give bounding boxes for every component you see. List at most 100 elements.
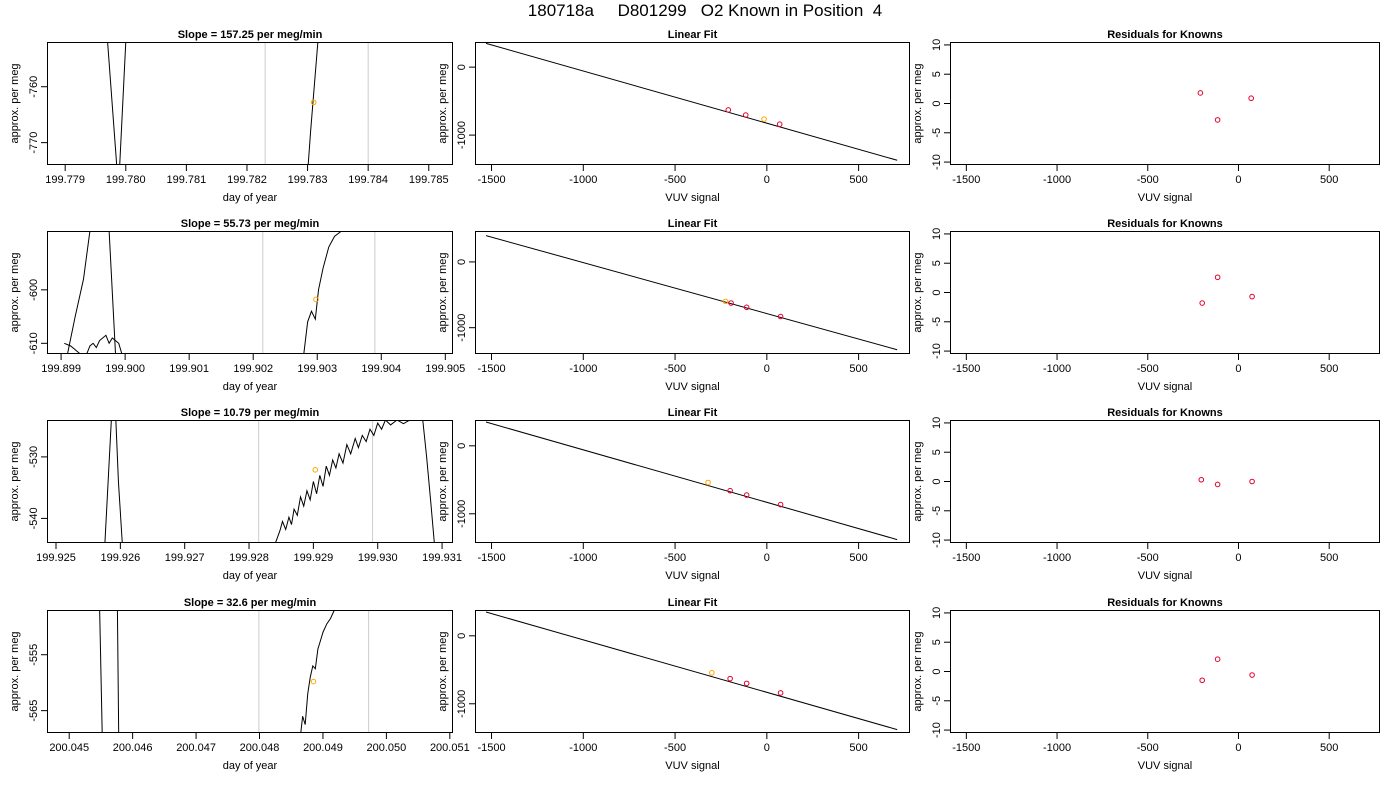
known-point <box>1214 656 1221 663</box>
x-tick-label: 500 <box>1320 363 1338 375</box>
plot-frame <box>950 610 1380 733</box>
figure-title: 180718a D801299 O2 Known in Position 4 <box>527 1 883 20</box>
x-tick-label: 199.931 <box>422 552 462 564</box>
y-axis-label: approx. per meg <box>912 441 924 521</box>
x-tick-label: -1500 <box>952 552 980 564</box>
y-tick-label: -5 <box>931 696 943 706</box>
panel-4-2: Linear Fit -1500 -1000 -500 0 500 0 -1000 VUV si… <box>437 597 910 772</box>
plot-frame <box>950 231 1380 354</box>
plot-frame <box>47 420 453 543</box>
x-tick-label: -1000 <box>1043 363 1071 375</box>
x-axis-label: day of year <box>223 192 278 204</box>
panel-4-3: Residuals for Knowns -1500 -1000 -500 0 500 10… <box>912 597 1380 772</box>
y-tick-label: -770 <box>28 132 40 154</box>
x-axis-label: VUV signal <box>1138 570 1192 582</box>
y-tick-label: 10 <box>931 39 943 51</box>
x-tick-label: -1000 <box>569 363 597 375</box>
x-tick-label: 200.051 <box>430 742 470 754</box>
panel-title: Residuals for Knowns <box>1107 218 1223 230</box>
known-point <box>1214 481 1221 488</box>
x-axis-label: VUV signal <box>1138 760 1192 772</box>
x-tick-label: -1500 <box>477 742 505 754</box>
panel-1-3-data <box>1197 90 1254 123</box>
x-tick-label: 200.047 <box>176 742 216 754</box>
y-axis-label: approx. per meg <box>912 631 924 711</box>
x-tick-label: -500 <box>1137 552 1159 564</box>
plot-frame <box>475 42 910 165</box>
trace-segment <box>104 420 112 543</box>
y-tick-label: -10 <box>931 532 943 548</box>
known-point <box>727 675 733 682</box>
x-tick-label: 0 <box>1235 174 1241 186</box>
known-point <box>742 112 749 118</box>
x-axis-label: VUV signal <box>665 192 719 204</box>
x-tick-label: 199.785 <box>409 174 449 186</box>
sample-point <box>310 99 317 106</box>
y-tick-label: -610 <box>28 332 40 354</box>
known-point <box>1249 478 1255 485</box>
panel-title: Residuals for Knowns <box>1107 407 1223 419</box>
y-tick-label: 0 <box>931 289 943 295</box>
known-point <box>777 313 784 320</box>
y-axis-label: approx. per meg <box>912 63 924 143</box>
trace-segment <box>99 610 103 733</box>
y-axis-label: approx. per meg <box>9 63 21 143</box>
x-tick-label: -1500 <box>477 363 505 375</box>
x-tick-label: 199.781 <box>166 174 206 186</box>
trace-segment <box>307 42 319 165</box>
trace-segment <box>115 420 123 543</box>
y-tick-label: -760 <box>28 76 40 98</box>
x-tick-label: -1000 <box>569 174 597 186</box>
trace-segment <box>303 231 342 354</box>
known-point <box>1248 95 1254 102</box>
x-tick-label: 0 <box>764 552 770 564</box>
fit-line <box>485 421 898 541</box>
known-point <box>1198 476 1205 483</box>
panel-4-2-data <box>485 611 898 731</box>
plot-frame <box>475 420 910 543</box>
panel-title: Slope = 10.79 per meg/min <box>181 407 320 419</box>
sample-point <box>708 670 715 676</box>
x-tick-label: -1000 <box>1043 552 1071 564</box>
trace-segment <box>107 42 118 165</box>
panel-1-1-data <box>107 42 319 165</box>
x-tick-label: -500 <box>1137 174 1159 186</box>
y-tick-label: 5 <box>931 639 943 645</box>
x-tick-label: -500 <box>664 742 686 754</box>
x-tick-label: 199.779 <box>45 174 85 186</box>
x-tick-label: 200.050 <box>367 742 407 754</box>
sample-point <box>705 479 711 486</box>
plot-frame <box>475 231 910 354</box>
x-tick-label: 199.782 <box>227 174 267 186</box>
trace-segment <box>67 231 91 354</box>
x-axis-label: VUV signal <box>1138 192 1192 204</box>
panel-1-1: Slope = 157.25 per meg/min 199.779 199.780… <box>9 29 453 204</box>
known-point <box>777 501 784 508</box>
x-tick-label: 200.049 <box>303 742 343 754</box>
x-tick-label: -1000 <box>569 742 597 754</box>
trace-segment <box>300 610 335 733</box>
x-tick-label: -1000 <box>1043 742 1071 754</box>
y-tick-label: 0 <box>931 478 943 484</box>
x-tick-label: 500 <box>849 742 867 754</box>
x-tick-label: 199.783 <box>288 174 328 186</box>
x-axis-label: day of year <box>223 760 278 772</box>
x-tick-label: 500 <box>1320 174 1338 186</box>
y-axis-label: approx. per meg <box>912 252 924 332</box>
trace-segment <box>274 420 411 543</box>
x-tick-label: -1500 <box>477 552 505 564</box>
y-axis-label: approx. per meg <box>437 252 449 332</box>
x-tick-label: -1500 <box>952 363 980 375</box>
known-point <box>1214 117 1221 123</box>
y-tick-label: -600 <box>28 279 40 301</box>
known-point <box>743 680 750 687</box>
plot-frame <box>950 42 1380 165</box>
x-tick-label: 500 <box>849 363 867 375</box>
y-axis-label: approx. per meg <box>9 441 21 521</box>
y-tick-label: -1000 <box>456 690 468 718</box>
x-tick-label: 0 <box>1235 552 1241 564</box>
y-tick-label: 5 <box>931 71 943 77</box>
x-tick-label: 199.899 <box>41 363 81 375</box>
sample-point <box>761 116 767 122</box>
y-tick-label: 5 <box>931 260 943 266</box>
